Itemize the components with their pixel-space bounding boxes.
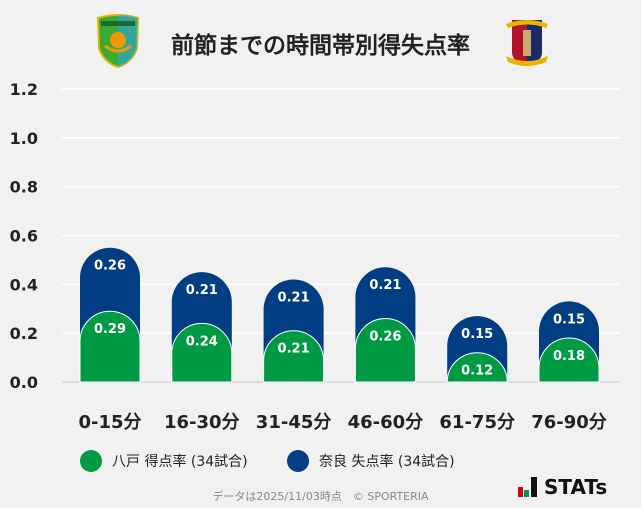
data-label-hachinohe: 0.29	[94, 322, 126, 337]
data-label-hachinohe: 0.21	[278, 342, 310, 357]
stats-bars-icon	[518, 477, 537, 497]
chart-title: 前節までの時間帯別得失点率	[171, 33, 470, 59]
bar-hachinohe-scored	[538, 337, 600, 383]
bar-hachinohe-scored	[354, 318, 416, 383]
x-tick-label: 61-75分	[439, 412, 515, 433]
y-tick-label: 0.0	[10, 373, 38, 392]
bar-hachinohe-scored	[446, 352, 508, 383]
x-tick-label: 31-45分	[256, 412, 332, 433]
data-label-nara: 0.21	[186, 283, 218, 298]
data-label-nara: 0.21	[278, 290, 310, 305]
x-tick-label: 76-90分	[531, 412, 607, 433]
y-tick-label: 0.6	[10, 227, 38, 246]
data-label-nara: 0.15	[461, 327, 493, 342]
data-label-hachinohe: 0.18	[553, 349, 585, 364]
legend-swatch-blue	[287, 450, 309, 472]
legend-label: 奈良 失点率 (34試合)	[319, 454, 455, 470]
x-tick-label: 0-15分	[78, 412, 141, 433]
x-tick-label: 46-60分	[348, 412, 424, 433]
data-label-nara: 0.15	[553, 312, 585, 327]
y-tick-label: 0.8	[10, 178, 38, 197]
data-label-nara: 0.26	[94, 259, 126, 274]
y-tick-label: 0.2	[10, 324, 38, 343]
y-tick-label: 0.4	[10, 275, 38, 294]
vanraure-logo	[95, 14, 141, 72]
data-label-hachinohe: 0.26	[369, 330, 401, 345]
stats-logo: STATs	[518, 477, 607, 497]
nara-club-logo	[504, 16, 550, 72]
legend-swatch-green	[80, 450, 102, 472]
y-tick-label: 1.2	[10, 80, 38, 99]
data-label-hachinohe: 0.12	[461, 364, 493, 379]
y-tick-label: 1.0	[10, 129, 38, 148]
stats-brand: STATs	[544, 475, 608, 499]
legend-label: 八戸 得点率 (34試合)	[112, 454, 248, 470]
bar-hachinohe-scored	[171, 322, 233, 383]
bar-hachinohe-scored	[79, 310, 141, 383]
bar-hachinohe-scored	[263, 330, 325, 383]
data-label-nara: 0.21	[369, 278, 401, 293]
data-label-hachinohe: 0.24	[186, 334, 218, 349]
x-tick-label: 16-30分	[164, 412, 240, 433]
stacked-bar-chart: 0.0 0.2 0.4 0.6 0.8 1.0 1.2 0.26 0.29 0-15分 0.21 0.…	[10, 80, 620, 433]
legend-item-hachinohe: 八戸 得点率 (34試合)	[80, 450, 248, 472]
legend-item-nara: 奈良 失点率 (34試合)	[287, 450, 455, 472]
footer-note: データは2025/11/03時点 © SPORTERIA	[212, 490, 429, 503]
